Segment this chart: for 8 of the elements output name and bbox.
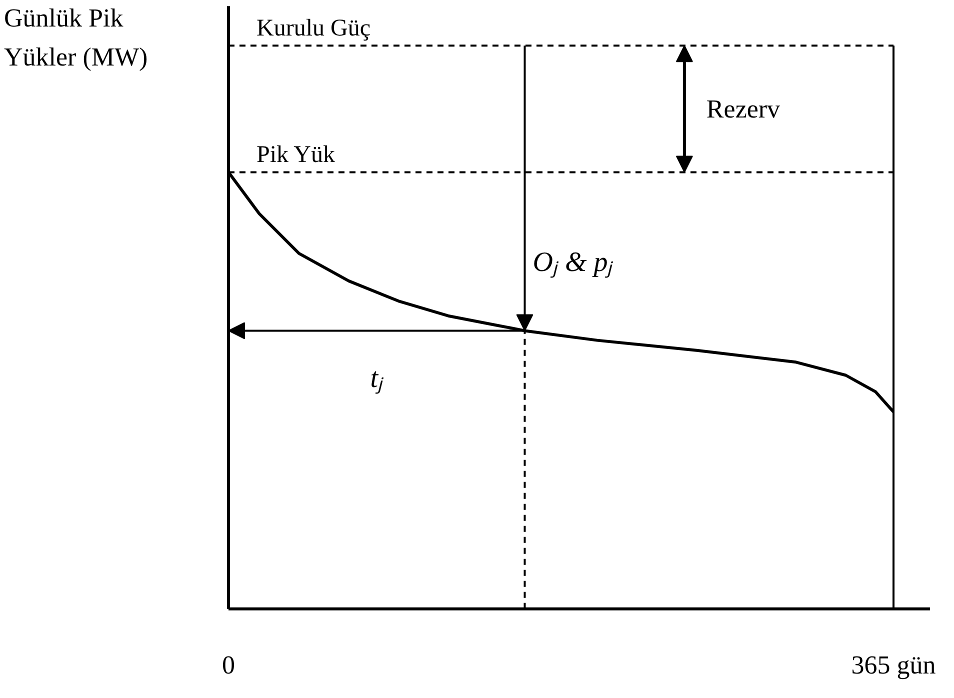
ref-line-label: Pik Yük [256, 142, 336, 168]
x-tick-label: 0 [222, 650, 235, 680]
ref-line-label: Kurulu Güç [256, 16, 371, 42]
annotation: tⱼ [370, 363, 384, 394]
text: Rezerv [706, 94, 780, 124]
annotation: Oⱼ & pⱼ [532, 247, 614, 278]
x-tick-label: 365 gün [851, 650, 936, 680]
y-axis-title: Günlük Pik Yükler (MW) [4, 3, 148, 72]
